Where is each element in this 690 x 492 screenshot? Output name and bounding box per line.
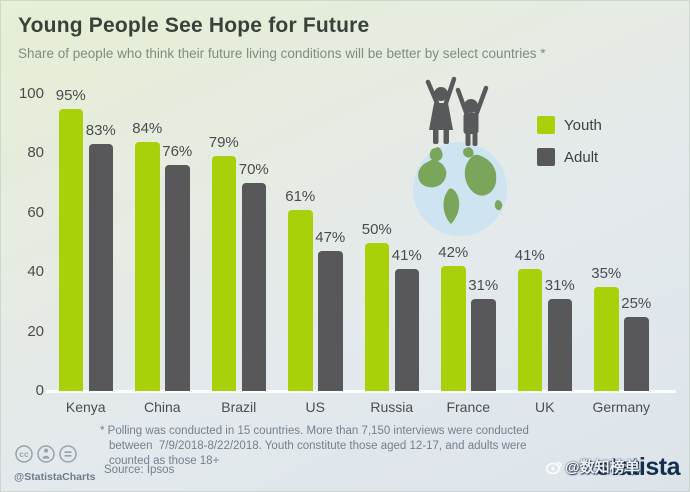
legend-swatch-adult — [537, 148, 555, 166]
value-label-adult-kenya: 83% — [85, 122, 116, 140]
bar-youth-kenya — [58, 108, 83, 391]
legend-item-adult: Adult — [537, 148, 602, 166]
legend-item-youth: Youth — [537, 116, 602, 134]
y-axis-tick-0: 0 — [35, 382, 44, 399]
children-silhouettes — [425, 76, 489, 146]
value-label-adult-france: 31% — [468, 276, 499, 294]
legend-label-adult: Adult — [564, 148, 599, 166]
bar-youth-france — [441, 266, 466, 391]
value-label-youth-us: 61% — [285, 187, 316, 205]
x-axis-label-russia: Russia — [370, 399, 414, 415]
legend-label-youth: Youth — [564, 116, 602, 134]
globe-continents — [418, 147, 503, 224]
value-label-youth-kenya: 95% — [55, 86, 86, 104]
x-axis-label-us: US — [305, 399, 325, 415]
value-label-youth-brazil: 79% — [208, 134, 239, 152]
creative-commons-icons: cc — [15, 445, 77, 463]
value-label-youth-france: 42% — [438, 244, 469, 262]
value-label-youth-germany: 35% — [591, 265, 622, 283]
weibo-icon — [546, 461, 563, 474]
bar-adult-germany — [624, 316, 649, 391]
footnote-line-2: between 7/9/2018-8/22/2018. Youth consti… — [109, 440, 527, 452]
x-axis-label-uk: UK — [535, 399, 555, 415]
creative-commons-block: cc @StatistaCharts — [14, 444, 104, 483]
cc-license-icon — [15, 445, 33, 463]
x-axis-line — [46, 390, 676, 393]
bar-youth-brazil — [211, 156, 236, 391]
cc-attribution-icon — [37, 445, 55, 463]
value-label-youth-russia: 50% — [361, 220, 392, 238]
bar-adult-kenya — [88, 144, 113, 391]
svg-text:cc: cc — [19, 449, 29, 459]
logo-area: statista @数知榜单 — [546, 450, 682, 484]
y-axis-tick-60: 60 — [27, 203, 44, 221]
bar-youth-china — [135, 141, 160, 391]
y-axis-tick-100: 100 — [18, 85, 44, 102]
bar-youth-russia — [364, 242, 389, 391]
value-label-adult-us: 47% — [315, 229, 346, 247]
children-on-globe-illustration — [413, 76, 507, 236]
value-label-adult-russia: 41% — [391, 247, 422, 265]
bar-adult-us — [318, 251, 343, 391]
page-title: Young People See Hope for Future — [18, 14, 370, 37]
statista-logo: statista — [596, 453, 680, 481]
chart-footnote: * Polling was conducted in 15 countries.… — [100, 424, 529, 469]
legend-swatch-youth — [537, 116, 555, 134]
x-axis-label-kenya: Kenya — [65, 399, 106, 415]
x-axis-label-france: France — [446, 399, 491, 415]
chart-subtitle: Share of people who think their future l… — [18, 46, 546, 61]
value-label-adult-brazil: 70% — [238, 161, 269, 179]
y-axis-tick-20: 20 — [27, 322, 44, 340]
value-label-adult-germany: 25% — [621, 294, 652, 312]
value-label-adult-china: 76% — [162, 143, 193, 161]
statista-charts-credit: @StatistaCharts — [14, 471, 96, 483]
bar-youth-us — [288, 209, 313, 391]
value-label-adult-uk: 31% — [544, 276, 575, 294]
weibo-watermark-text: @数知榜单 — [565, 459, 640, 476]
y-axis-tick-40: 40 — [27, 263, 44, 281]
bar-adult-russia — [394, 269, 419, 391]
x-axis-label-brazil: Brazil — [221, 399, 257, 415]
bar-adult-brazil — [241, 183, 266, 391]
footnote-line-3: counted as those 18+ — [109, 455, 220, 467]
bar-youth-germany — [594, 287, 619, 391]
footnote-line-1: * Polling was conducted in 15 countries.… — [100, 425, 529, 437]
bar-adult-china — [165, 165, 190, 391]
bar-adult-uk — [547, 298, 572, 391]
bar-youth-uk — [517, 269, 542, 391]
source-label: Source: Ipsos — [104, 464, 175, 476]
weibo-watermark: @数知榜单 — [546, 456, 640, 477]
value-label-youth-uk: 41% — [514, 247, 545, 265]
y-axis-tick-80: 80 — [27, 144, 44, 162]
bar-adult-france — [471, 298, 496, 391]
x-axis-label-china: China — [143, 399, 181, 415]
chart-legend: Youth Adult — [537, 116, 602, 180]
value-label-youth-china: 84% — [132, 119, 163, 137]
cc-nd-icon — [59, 445, 77, 463]
x-axis-label-germany: Germany — [592, 399, 651, 415]
